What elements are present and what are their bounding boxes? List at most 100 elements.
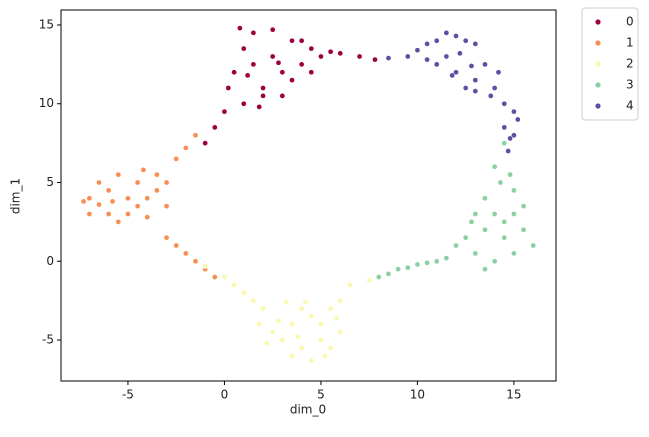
point (468, 63, 475, 69)
point (308, 357, 315, 364)
point (449, 72, 456, 79)
legend-label: 3 (626, 78, 634, 92)
legend-label: 2 (626, 57, 634, 71)
point (337, 297, 344, 304)
point (298, 345, 305, 351)
point (231, 69, 237, 76)
point (109, 198, 116, 205)
point (289, 352, 295, 359)
point (520, 203, 527, 209)
point (414, 261, 421, 268)
point (256, 321, 263, 328)
point (501, 219, 508, 225)
point (327, 345, 334, 351)
point (514, 116, 521, 123)
point (318, 53, 324, 60)
point (240, 45, 247, 52)
point (80, 198, 87, 205)
point (202, 263, 209, 269)
point (269, 26, 276, 33)
point (472, 41, 479, 47)
point (482, 226, 488, 233)
point (424, 41, 430, 47)
point (457, 50, 463, 57)
point (462, 85, 469, 91)
point (385, 271, 392, 277)
point (308, 45, 315, 52)
point (260, 305, 266, 312)
legend-marker (595, 40, 601, 46)
point (86, 195, 93, 202)
point (462, 37, 469, 44)
point (308, 69, 315, 76)
point (404, 53, 411, 60)
y-tick-label: -5 (42, 333, 54, 347)
point (414, 47, 421, 54)
point (501, 140, 508, 146)
point (154, 187, 160, 194)
point (520, 226, 527, 233)
x-tick-label: 15 (506, 388, 521, 402)
point (240, 289, 247, 296)
legend-marker (595, 103, 601, 109)
point (482, 195, 488, 202)
point (279, 69, 286, 76)
point (237, 25, 243, 31)
point (221, 108, 228, 115)
point (264, 340, 270, 347)
point (366, 277, 373, 284)
point (192, 258, 199, 265)
point (511, 187, 517, 194)
point (283, 299, 290, 306)
point (275, 318, 282, 324)
point (163, 179, 170, 186)
point (154, 171, 160, 178)
point (501, 124, 508, 131)
point (289, 37, 295, 44)
point (183, 144, 189, 151)
point (462, 234, 469, 241)
point (318, 321, 324, 328)
point (244, 72, 251, 79)
point (105, 187, 112, 194)
point (395, 266, 401, 272)
point (183, 250, 189, 257)
point (472, 88, 479, 94)
point (250, 61, 257, 68)
point (482, 61, 488, 68)
point (279, 93, 286, 99)
point (163, 234, 170, 241)
point (260, 93, 266, 99)
point (333, 315, 340, 321)
point (337, 329, 344, 336)
point (511, 132, 517, 139)
point (192, 132, 199, 139)
point (289, 321, 295, 328)
point (302, 299, 309, 306)
point (356, 53, 363, 60)
point (225, 85, 232, 91)
plot-frame (60, 9, 557, 382)
point (424, 259, 430, 266)
point (491, 258, 498, 265)
point (231, 282, 237, 288)
y-tick-label: 15 (39, 17, 54, 31)
point (275, 59, 282, 66)
point (96, 179, 102, 186)
y-axis-label: dim_1 (9, 178, 23, 214)
point (308, 313, 315, 320)
point (96, 201, 102, 208)
point (375, 274, 382, 280)
legend-box (581, 7, 639, 121)
point (221, 274, 228, 280)
point (501, 100, 508, 107)
point (173, 156, 180, 162)
point (144, 214, 151, 221)
point (443, 29, 450, 36)
legend-label: 4 (626, 99, 634, 113)
point (294, 334, 301, 340)
legend-label: 0 (626, 15, 634, 29)
point (424, 56, 430, 63)
point (487, 93, 494, 99)
point (240, 100, 247, 107)
